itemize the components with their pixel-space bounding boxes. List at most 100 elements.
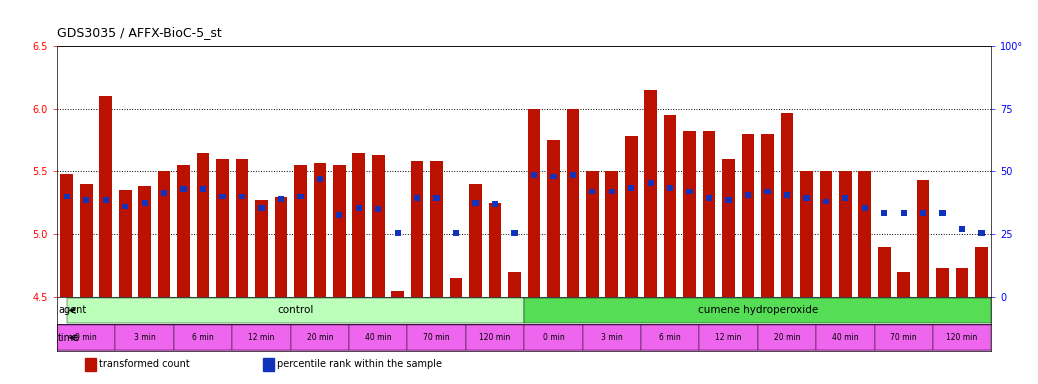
Bar	[742, 134, 755, 297]
Text: GDS3035 / AFFX-BioC-5_st: GDS3035 / AFFX-BioC-5_st	[57, 26, 222, 40]
Bar	[524, 325, 582, 350]
Text: 6 min: 6 min	[192, 333, 214, 342]
Bar	[431, 161, 443, 297]
Bar	[103, 197, 109, 203]
Text: 40 min: 40 min	[832, 333, 858, 342]
Text: 20 min: 20 min	[306, 333, 333, 342]
Text: percentile rank within the sample: percentile rank within the sample	[276, 359, 441, 369]
Text: 0 min: 0 min	[76, 333, 98, 342]
Bar	[582, 325, 640, 350]
Bar	[530, 172, 537, 178]
Bar	[177, 165, 190, 297]
Bar	[800, 171, 813, 297]
Bar	[138, 187, 151, 297]
Text: 70 min: 70 min	[891, 333, 917, 342]
Bar	[219, 194, 225, 199]
Bar	[263, 358, 274, 371]
Text: 120 min: 120 min	[947, 333, 978, 342]
Bar	[933, 325, 991, 350]
Bar	[317, 176, 323, 182]
Text: transformed count: transformed count	[99, 359, 190, 369]
Text: 3 min: 3 min	[601, 333, 623, 342]
Bar	[645, 90, 657, 297]
Bar	[236, 159, 248, 297]
Bar	[391, 291, 404, 297]
Bar	[803, 195, 810, 200]
Bar	[434, 195, 440, 200]
Bar	[625, 136, 637, 297]
Bar	[608, 189, 614, 194]
Bar	[976, 247, 988, 297]
Bar	[492, 201, 498, 207]
Bar	[781, 113, 793, 297]
Bar	[453, 230, 459, 236]
Bar	[200, 186, 207, 192]
Bar	[567, 109, 579, 297]
Text: agent: agent	[58, 305, 86, 315]
Bar	[275, 197, 288, 297]
Bar	[85, 358, 97, 371]
Bar	[920, 210, 926, 216]
Bar	[683, 131, 695, 297]
Bar	[547, 140, 559, 297]
Bar	[761, 134, 773, 297]
Bar	[524, 298, 991, 323]
Bar	[858, 171, 871, 297]
Bar	[472, 200, 479, 205]
Bar	[726, 197, 732, 203]
Bar	[278, 196, 284, 202]
Text: 3 min: 3 min	[134, 333, 156, 342]
Bar	[745, 192, 752, 198]
Bar	[605, 171, 618, 297]
Bar	[197, 152, 210, 297]
Bar	[640, 325, 700, 350]
Bar	[590, 189, 596, 194]
Bar	[336, 212, 343, 218]
Bar	[407, 325, 466, 350]
Bar	[466, 325, 524, 350]
Bar	[297, 194, 303, 199]
Text: 20 min: 20 min	[773, 333, 800, 342]
Bar	[375, 206, 381, 212]
Bar	[686, 189, 692, 194]
Bar	[141, 200, 147, 205]
Bar	[703, 131, 715, 297]
Bar	[758, 325, 816, 350]
Bar	[917, 180, 929, 297]
Bar	[956, 268, 968, 297]
Bar	[353, 152, 365, 297]
Bar	[823, 199, 829, 204]
Bar	[881, 210, 887, 216]
Bar	[936, 268, 949, 297]
Bar	[700, 325, 758, 350]
Bar	[57, 325, 115, 350]
Bar	[233, 325, 291, 350]
Bar	[313, 163, 326, 297]
Text: control: control	[277, 305, 313, 315]
Bar	[115, 325, 174, 350]
Bar	[63, 194, 70, 199]
Bar	[372, 155, 384, 297]
Bar	[414, 195, 420, 200]
Bar	[667, 185, 674, 190]
Bar	[764, 189, 770, 194]
Bar	[394, 230, 401, 236]
Bar	[839, 171, 851, 297]
Bar	[119, 190, 132, 297]
Text: time: time	[58, 333, 80, 343]
Bar	[122, 204, 129, 209]
Text: 12 min: 12 min	[715, 333, 742, 342]
Bar	[550, 174, 556, 179]
Bar	[939, 210, 946, 216]
Bar	[255, 200, 268, 297]
Bar	[66, 298, 524, 323]
Text: 120 min: 120 min	[480, 333, 511, 342]
Text: 0 min: 0 min	[543, 333, 565, 342]
Bar	[349, 325, 407, 350]
Bar	[291, 325, 349, 350]
Bar	[60, 174, 73, 297]
Bar	[648, 180, 654, 185]
Text: 70 min: 70 min	[424, 333, 449, 342]
Bar	[816, 325, 874, 350]
Bar	[83, 197, 89, 203]
